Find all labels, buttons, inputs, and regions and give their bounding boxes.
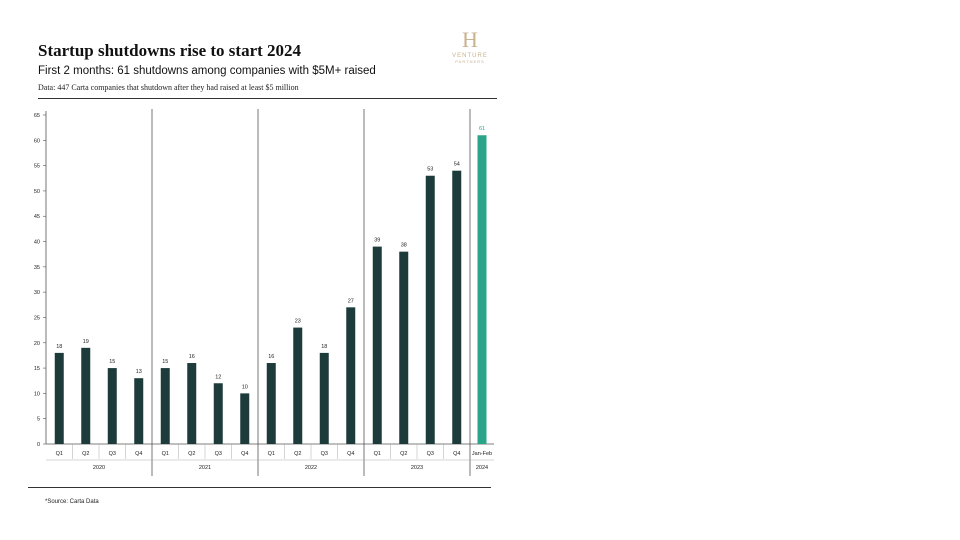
- logo-mark: H: [462, 27, 478, 52]
- bar: [477, 135, 487, 444]
- data-label: 54: [454, 162, 460, 168]
- bar: [240, 393, 250, 444]
- y-tick-label: 55: [34, 164, 40, 170]
- source-note: *Source: Carta Data: [45, 499, 99, 505]
- x-tick-label: Q2: [400, 451, 407, 457]
- y-tick-label: 10: [34, 391, 40, 397]
- y-tick-label: 40: [34, 240, 40, 246]
- data-label: 23: [295, 319, 301, 325]
- y-tick-label: 45: [34, 214, 40, 220]
- data-label: 15: [162, 359, 168, 365]
- data-label: 39: [374, 238, 380, 244]
- x-tick-label: Q1: [374, 451, 381, 457]
- x-tick-label: Q4: [135, 451, 142, 457]
- x-tick-label: Q2: [188, 451, 195, 457]
- y-tick-label: 50: [34, 189, 40, 195]
- x-tick-label: Jan-Feb: [472, 451, 492, 457]
- x-tick-label: Q4: [241, 451, 248, 457]
- x-tick-label: Q1: [162, 451, 169, 457]
- bar: [213, 383, 223, 444]
- group-label: 2022: [305, 465, 317, 471]
- data-note: Data: 447 Carta companies that shutdown …: [38, 83, 299, 92]
- x-tick-label: Q2: [82, 451, 89, 457]
- x-tick-label: Q3: [109, 451, 116, 457]
- bar: [54, 352, 64, 444]
- bar: [160, 368, 170, 444]
- y-tick-label: 5: [37, 417, 40, 423]
- data-label: 15: [109, 359, 115, 365]
- chart-title: Startup shutdowns rise to start 2024: [38, 41, 302, 60]
- group-label: 2020: [93, 465, 105, 471]
- bar: [319, 352, 329, 444]
- data-label: 18: [56, 344, 62, 350]
- x-tick-label: Q3: [215, 451, 222, 457]
- data-label: 38: [401, 243, 407, 249]
- x-tick-label: Q1: [56, 451, 63, 457]
- logo-word-small: PARTNERS: [455, 59, 485, 64]
- bar: [399, 251, 409, 444]
- y-tick-label: 65: [34, 113, 40, 119]
- data-label: 16: [268, 354, 274, 360]
- x-tick-label: Q3: [427, 451, 434, 457]
- data-label: 13: [136, 369, 142, 375]
- group-label: 2021: [199, 465, 211, 471]
- y-tick-label: 60: [34, 138, 40, 144]
- bar: [266, 363, 276, 444]
- bottom-rule: [28, 487, 491, 488]
- group-label: 2023: [411, 465, 423, 471]
- y-tick-label: 15: [34, 366, 40, 372]
- data-label: 18: [321, 344, 327, 350]
- y-tick-label: 20: [34, 341, 40, 347]
- data-label: 19: [83, 339, 89, 345]
- data-label: 27: [348, 298, 354, 304]
- y-tick-label: 35: [34, 265, 40, 271]
- bar: [107, 368, 117, 444]
- x-tick-label: Q4: [453, 451, 460, 457]
- data-label: 10: [242, 384, 248, 390]
- group-label: 2024: [476, 465, 488, 471]
- logo-word: VENTURE: [452, 53, 488, 59]
- x-tick-label: Q1: [268, 451, 275, 457]
- y-tick-label: 30: [34, 290, 40, 296]
- x-tick-label: Q2: [294, 451, 301, 457]
- bar: [134, 378, 144, 444]
- top-rule: [38, 98, 497, 99]
- y-tick-label: 25: [34, 315, 40, 321]
- x-tick-label: Q4: [347, 451, 354, 457]
- data-label: 61: [479, 126, 485, 132]
- y-tick-label: 0: [37, 442, 40, 448]
- bar: [346, 307, 356, 444]
- bar: [293, 327, 303, 444]
- bar: [81, 347, 91, 444]
- bar: [425, 175, 435, 444]
- bar: [187, 363, 197, 444]
- chart-subtitle: First 2 months: 61 shutdowns among compa…: [38, 65, 376, 77]
- x-tick-label: Q3: [321, 451, 328, 457]
- data-label: 16: [189, 354, 195, 360]
- bar: [452, 170, 462, 444]
- bar: [372, 246, 382, 444]
- data-label: 12: [215, 374, 221, 380]
- venture-partners-logo: H VENTURE PARTNERS: [446, 27, 494, 64]
- data-label: 53: [427, 167, 433, 173]
